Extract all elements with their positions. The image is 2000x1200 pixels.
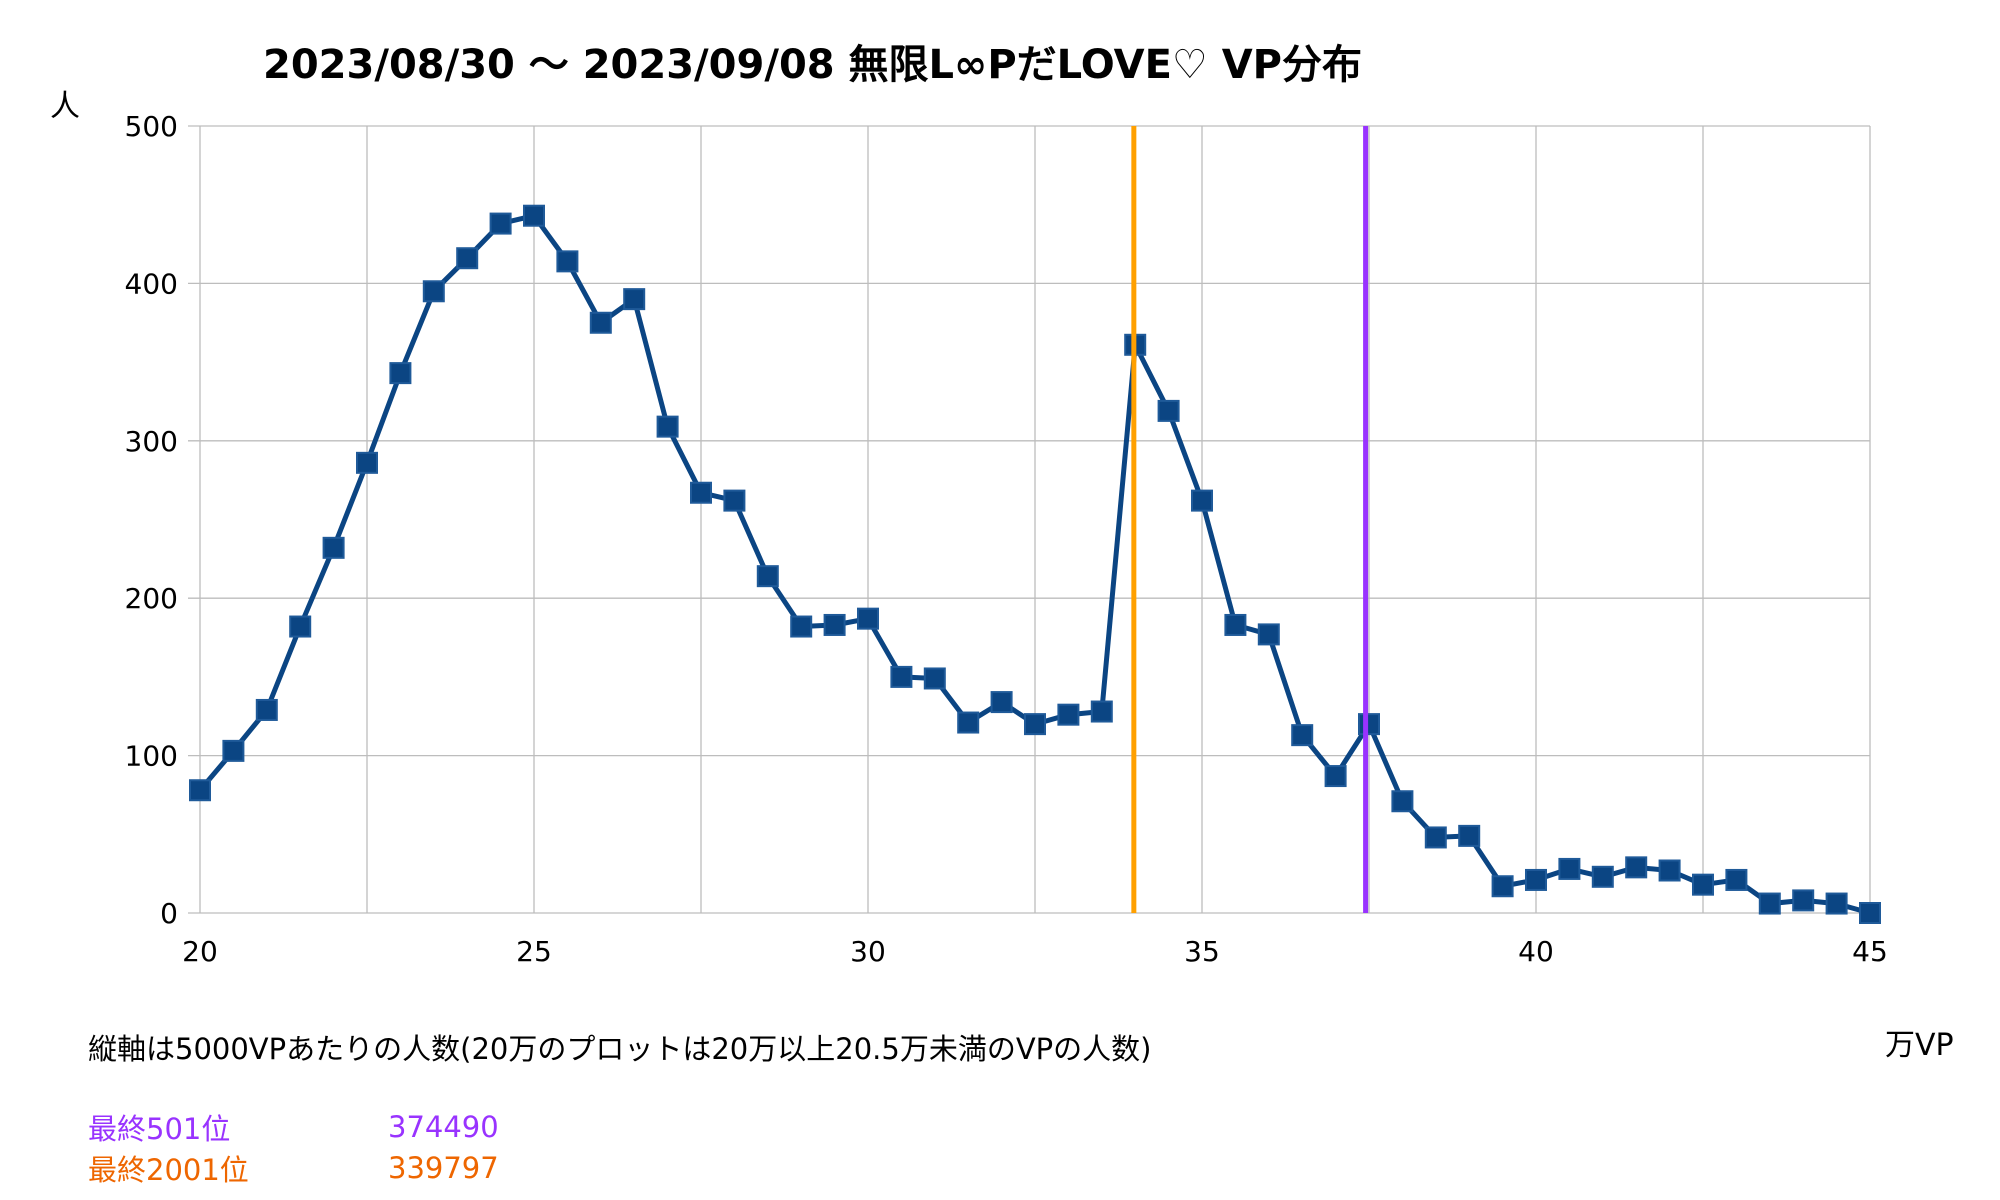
data-point [1558,857,1581,880]
data-point [489,212,512,235]
data-point [589,311,612,334]
data-point [623,288,646,311]
data-point [556,250,579,273]
data-point [1291,724,1314,747]
data-point [1224,613,1247,636]
data-point [1391,790,1414,813]
x-tick-label: 35 [1184,935,1220,968]
legend-note-2001-value: 339797 [388,1151,499,1185]
series-group [189,204,1881,924]
y-tick-label: 400 [125,267,178,300]
data-point [255,698,278,721]
legend-note-2001-label: 最終2001位 [88,1153,249,1187]
legend-note-501-value: 374490 [388,1110,499,1144]
data-point [1859,902,1881,924]
data-point [1424,826,1447,849]
data-point [289,615,312,638]
data-point [1024,713,1046,736]
data-point [1257,623,1280,646]
data-point [1758,892,1781,915]
data-point [322,536,345,559]
data-point [1491,875,1514,898]
data-point [389,362,412,385]
x-axis-unit: 万VP [1885,1028,1954,1063]
data-point [690,481,712,504]
data-point [857,607,879,630]
data-point [1525,868,1547,891]
data-point [356,451,378,474]
data-point [823,613,846,636]
data-point [1792,889,1815,912]
data-point [1591,865,1614,888]
x-tick-label: 30 [850,935,886,968]
y-axis-label: 人 [50,89,80,124]
y-tick-label: 200 [125,582,178,615]
data-point [1825,892,1848,915]
y-tick-label: 100 [125,740,178,773]
x-tick-label: 45 [1852,935,1888,968]
x-tick-label: 25 [516,935,552,968]
data-point [990,691,1013,714]
legend-note-501-label: 最終501位 [88,1112,231,1146]
data-point [523,204,545,227]
y-tick-label: 300 [125,425,178,458]
data-point [1625,856,1648,879]
data-point [656,415,679,438]
reference-lines [1131,126,1369,913]
data-point [1191,489,1213,512]
data-point [890,665,913,688]
data-point [1090,700,1113,723]
x-tick-label: 20 [182,935,218,968]
data-point [1157,399,1180,422]
data-point [422,280,445,303]
chart-title: 2023/08/30 ～ 2023/09/08 無限L∞PだLOVE♡ VP分布 [263,42,1362,88]
x-tick-labels: 20 25 30 35 40 45 [182,935,1888,968]
data-point [1658,859,1681,882]
data-point [1692,873,1714,896]
y-tick-label: 0 [160,897,178,930]
y-tick-labels: 0 100 200 300 400 500 [125,110,178,930]
data-point [456,247,479,270]
y-tick-label: 500 [125,110,178,143]
data-point [756,565,779,588]
x-tick-label: 40 [1518,935,1554,968]
data-point [1458,824,1481,847]
data-point [723,489,746,512]
data-point [222,739,245,762]
footnote: 縦軸は5000VPあたりの人数(20万のプロットは20万以上20.5万未満のVP… [88,1032,1152,1066]
data-point [923,667,946,690]
data-point [1358,713,1380,736]
data-point [1057,703,1080,726]
grid-lines [188,125,1871,914]
data-point [189,779,211,802]
data-point [1324,765,1347,788]
data-point [790,615,813,638]
data-point [957,711,980,734]
data-point [1725,868,1748,891]
